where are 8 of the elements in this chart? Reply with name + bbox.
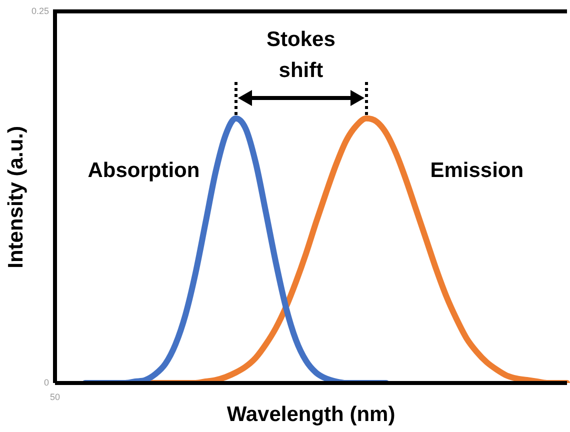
text: 50	[50, 392, 60, 402]
y-axis-title: Intensity (a.u.)	[4, 126, 28, 268]
series-label: Emission	[430, 159, 524, 182]
series-label: Absorption	[88, 159, 200, 182]
x-axis-title: Wavelength (nm)	[226, 403, 396, 426]
y-tick-label: 0.25	[31, 6, 49, 16]
annotation: Stokes shift	[266, 28, 336, 82]
y-tick-label: 0	[44, 377, 49, 388]
